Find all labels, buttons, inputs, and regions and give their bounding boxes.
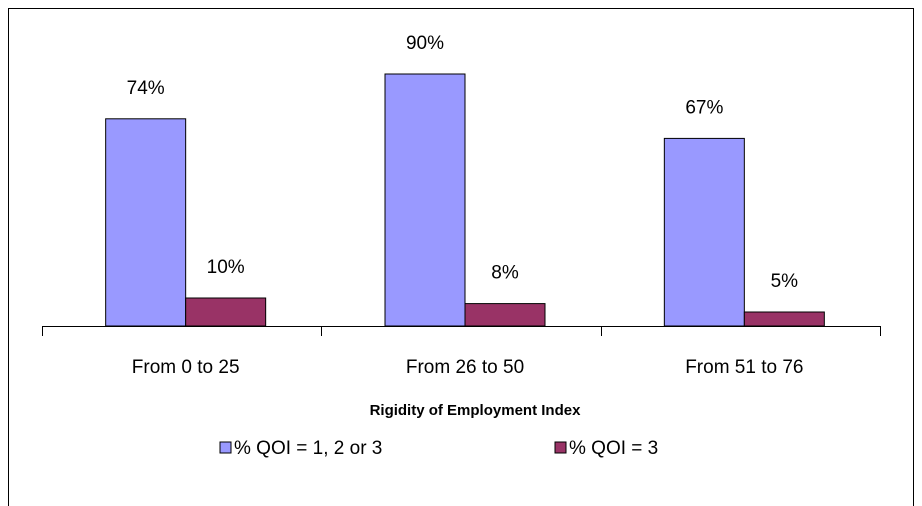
x-tick-label: From 0 to 25 — [132, 357, 240, 378]
bar — [663, 137, 745, 327]
legend-swatch — [219, 441, 232, 454]
legend-label: % QOI = 1, 2 or 3 — [234, 438, 382, 459]
bar — [464, 303, 546, 327]
x-tick-label: From 51 to 76 — [685, 357, 803, 378]
data-label: 8% — [491, 263, 519, 284]
bar — [185, 297, 267, 327]
data-label: 10% — [207, 257, 245, 278]
data-label: 5% — [771, 271, 799, 292]
x-tick-label: From 26 to 50 — [406, 357, 524, 378]
x-axis-title: Rigidity of Employment Index — [370, 402, 582, 419]
bar — [743, 311, 825, 327]
chart-frame — [8, 8, 914, 506]
bar — [384, 73, 466, 327]
legend-label: % QOI = 3 — [569, 438, 658, 459]
data-label: 67% — [685, 97, 723, 118]
legend-swatch — [554, 441, 567, 454]
bar — [105, 118, 187, 327]
data-label: 90% — [406, 33, 444, 54]
data-label: 74% — [127, 78, 165, 99]
